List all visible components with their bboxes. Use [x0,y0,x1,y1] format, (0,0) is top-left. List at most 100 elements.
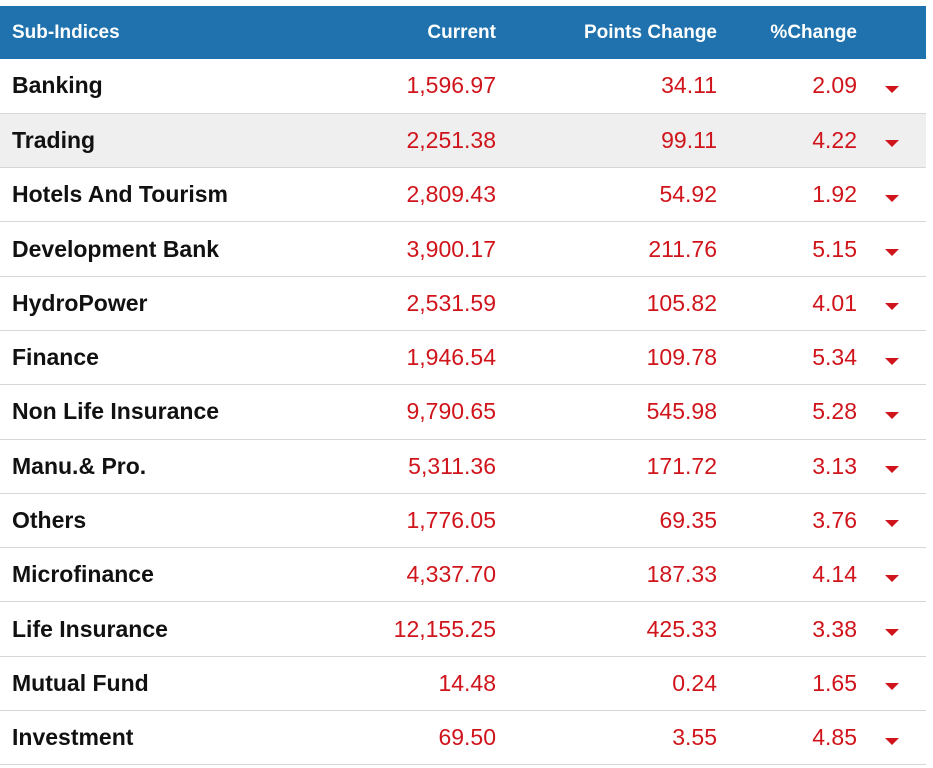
pct-change-value: 5.28 [812,398,857,425]
current-value: 2,251.38 [406,126,496,153]
sub-index-name[interactable]: Finance [12,344,99,371]
down-arrow-icon [884,574,899,582]
table-row: HydroPower 2,531.59 105.82 4.01 [0,276,926,331]
down-arrow-icon [884,683,899,691]
down-arrow-icon [884,357,899,365]
points-change-value: 425.33 [646,615,717,642]
down-arrow-icon [884,85,899,93]
table-body: Banking 1,596.97 34.11 2.09 Trading 2,25… [0,59,926,765]
sub-index-name[interactable]: HydroPower [12,289,148,316]
sub-index-name[interactable]: Hotels And Tourism [12,181,228,208]
sub-index-name[interactable]: Manu.& Pro. [12,452,147,479]
sub-index-name[interactable]: Non Life Insurance [12,398,220,425]
current-value: 5,311.36 [408,452,496,479]
table-row: Banking 1,596.97 34.11 2.09 [0,59,926,114]
table-row: Others 1,776.05 69.35 3.76 [0,493,926,548]
current-value: 69.50 [438,724,496,751]
points-change-value: 54.92 [659,181,717,208]
column-header-sub-indices[interactable]: Sub-Indices [12,21,120,43]
column-header-trend [857,6,926,59]
trend-cell [857,330,926,384]
pct-change-value: 3.38 [812,615,857,642]
current-value: 1,946.54 [406,344,496,371]
current-value: 2,809.43 [406,181,496,208]
pct-change-value: 1.65 [812,669,857,696]
table-row: Hotels And Tourism 2,809.43 54.92 1.92 [0,168,926,222]
trend-cell [857,59,926,113]
down-arrow-icon [884,737,899,745]
points-change-value: 109.78 [646,344,717,371]
current-value: 1,596.97 [406,72,496,99]
trend-cell [857,113,926,167]
column-header-pct-change[interactable]: %Change [770,21,857,43]
table-row: Microfinance 4,337.70 187.33 4.14 [0,548,926,602]
pct-change-value: 4.85 [812,724,857,751]
current-value: 9,790.65 [406,398,496,425]
table-row: Trading 2,251.38 99.11 4.22 [0,113,926,168]
trend-cell [857,222,926,276]
current-value: 12,155.25 [393,615,496,642]
points-change-value: 187.33 [646,561,717,588]
points-change-value: 545.98 [646,398,717,425]
sub-index-name[interactable]: Development Bank [12,235,220,262]
trend-cell [857,548,926,602]
down-arrow-icon [884,629,899,637]
current-value: 3,900.17 [406,235,496,262]
pct-change-value: 3.13 [812,452,857,479]
points-change-value: 0.24 [672,669,717,696]
column-header-points-change[interactable]: Points Change [583,21,717,43]
column-header-current[interactable]: Current [427,21,496,43]
sub-indices-table: Sub-Indices Current Points Change %Chang… [0,6,926,765]
points-change-value: 105.82 [646,289,717,316]
pct-change-value: 1.92 [812,181,857,208]
table-header: Sub-Indices Current Points Change %Chang… [0,6,926,59]
pct-change-value: 5.34 [812,344,857,371]
table-row: Life Insurance 12,155.25 425.33 3.38 [0,602,926,657]
trend-cell [857,711,926,765]
trend-cell [857,656,926,710]
points-change-value: 69.35 [659,507,717,534]
trend-cell [857,168,926,222]
table-row: Mutual Fund 14.48 0.24 1.65 [0,656,926,711]
current-value: 2,531.59 [406,289,496,316]
sub-index-name[interactable]: Others [12,507,87,534]
current-value: 4,337.70 [406,561,496,588]
down-arrow-icon [884,140,899,148]
pct-change-value: 5.15 [812,235,857,262]
current-value: 1,776.05 [406,507,496,534]
points-change-value: 34.11 [661,72,717,99]
points-change-value: 211.76 [648,235,717,262]
sub-indices-table-container: Sub-Indices Current Points Change %Chang… [0,6,926,765]
sub-index-name[interactable]: Life Insurance [12,615,168,642]
points-change-value: 171.72 [646,452,717,479]
table-row: Manu.& Pro. 5,311.36 171.72 3.13 [0,439,926,494]
points-change-value: 99.11 [661,126,717,153]
trend-cell [857,439,926,493]
pct-change-value: 3.76 [812,507,857,534]
down-arrow-icon [884,194,899,202]
table-row: Non Life Insurance 9,790.65 545.98 5.28 [0,385,926,440]
sub-index-name[interactable]: Microfinance [12,561,154,588]
trend-cell [857,493,926,547]
pct-change-value: 4.14 [812,561,857,588]
down-arrow-icon [884,303,899,311]
table-row: Development Bank 3,900.17 211.76 5.15 [0,222,926,277]
header-row: Sub-Indices Current Points Change %Chang… [0,6,926,59]
sub-index-name[interactable]: Trading [12,126,96,153]
pct-change-value: 4.22 [812,126,857,153]
sub-index-name[interactable]: Banking [12,72,103,99]
sub-index-name[interactable]: Mutual Fund [12,669,149,696]
current-value: 14.48 [438,669,496,696]
down-arrow-icon [884,411,899,419]
trend-cell [857,602,926,656]
sub-index-name[interactable]: Investment [12,724,134,751]
down-arrow-icon [884,466,899,474]
table-row: Finance 1,946.54 109.78 5.34 [0,330,926,385]
trend-cell [857,385,926,439]
table-row: Investment 69.50 3.55 4.85 [0,711,926,765]
down-arrow-icon [884,520,899,528]
trend-cell [857,276,926,330]
pct-change-value: 2.09 [812,72,857,99]
points-change-value: 3.55 [672,724,717,751]
pct-change-value: 4.01 [812,289,857,316]
